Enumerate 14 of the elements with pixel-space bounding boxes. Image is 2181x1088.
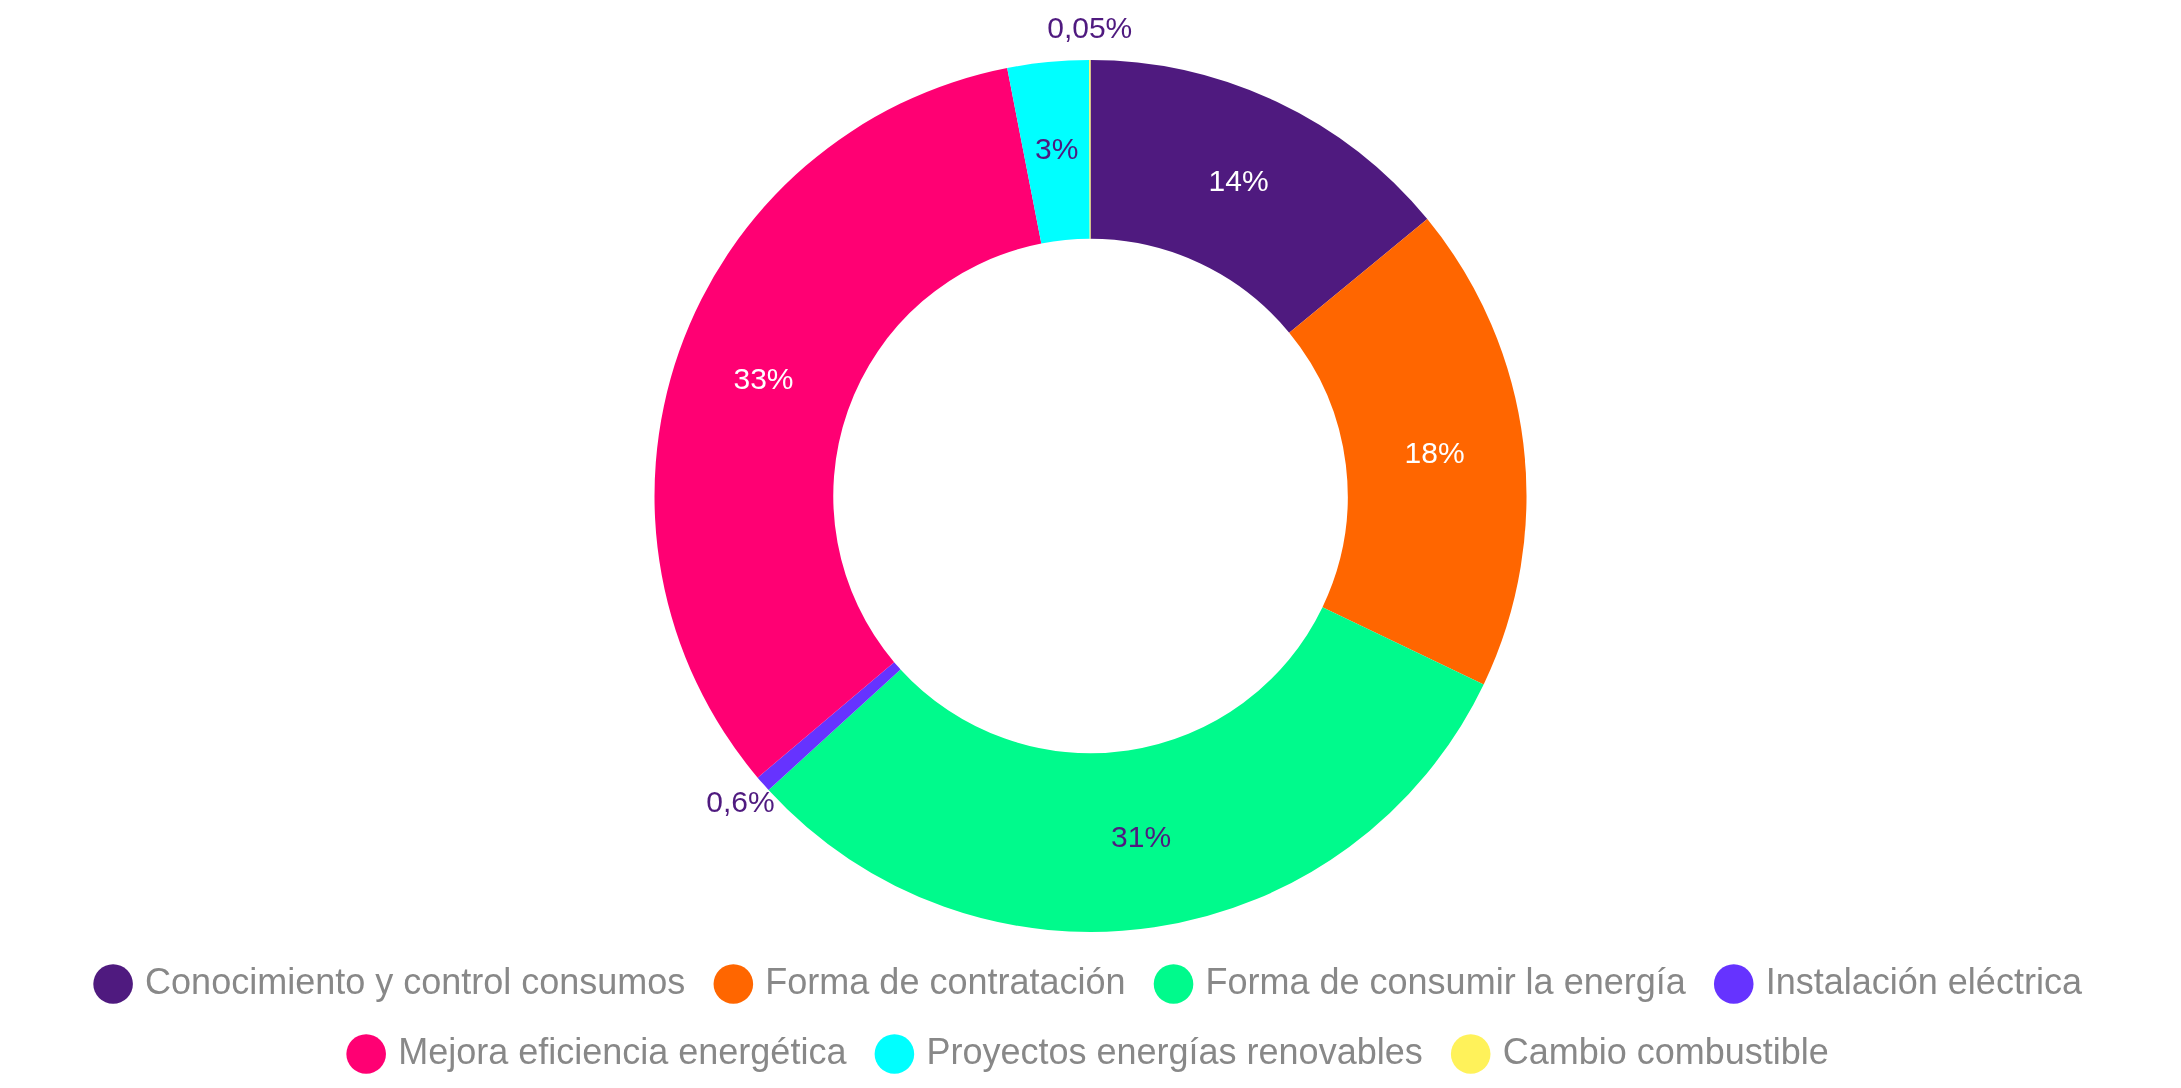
data-label: 18%: [1404, 435, 1465, 469]
data-label: 0,05%: [1047, 11, 1133, 45]
legend-label: Mejora eficiencia energética: [398, 1030, 848, 1072]
legend-label: Forma de contratación: [765, 960, 1126, 1002]
legend-label: Proyectos energías renovables: [926, 1030, 1423, 1072]
legend-label: Conocimiento y control consumos: [145, 960, 686, 1002]
data-label: 14%: [1208, 163, 1269, 197]
legend-label: Instalación eléctrica: [1765, 960, 2083, 1002]
data-label: 0,6%: [706, 784, 775, 818]
data-label: 31%: [1111, 820, 1172, 854]
legend-label: Cambio combustible: [1502, 1030, 1829, 1072]
data-label: 33%: [733, 362, 794, 396]
legend-label: Forma de consumir la energía: [1205, 960, 1687, 1002]
data-label: 3%: [1035, 132, 1079, 166]
